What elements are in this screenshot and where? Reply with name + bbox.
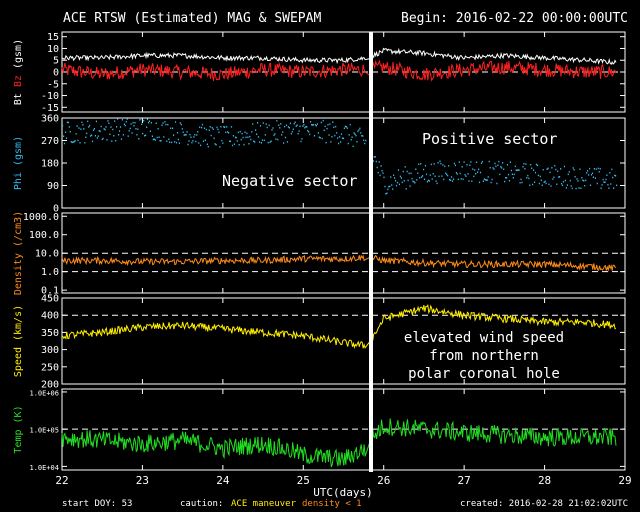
density-ytick-label: 100.0 bbox=[29, 230, 59, 241]
caution-label: caution: bbox=[180, 499, 223, 509]
phi-ytick-label: 270 bbox=[41, 136, 59, 147]
begin-time: Begin: 2016-02-22 00:00:00UTC bbox=[401, 11, 628, 26]
panel-temp: 1.0E+06 1.0E+05 1.0E+04 Temp (K) bbox=[13, 388, 626, 472]
speed-annotation-line3: polar coronal hole bbox=[408, 366, 560, 382]
density-series-line bbox=[61, 254, 617, 272]
mag-ytick-label: -5 bbox=[47, 79, 59, 90]
positive-sector-label: Positive sector bbox=[422, 130, 557, 148]
caution-maneuver: ACE maneuver bbox=[231, 499, 297, 509]
phi-ytick-label: 360 bbox=[41, 114, 59, 125]
mag-ytick-label: 0 bbox=[53, 68, 59, 79]
panel-density: 1000.0 100.0 10.0 1.0 0.1 Density (/cm3) bbox=[13, 211, 626, 297]
mag-ylabel-part: (gsm) bbox=[13, 39, 24, 69]
density-ytick-label: 10.0 bbox=[35, 249, 59, 260]
start-doy: start DOY: 53 bbox=[62, 499, 132, 509]
mag-ytick-label: 5 bbox=[53, 56, 59, 67]
created-time: created: 2016-02-28 21:02:02UTC bbox=[460, 499, 628, 509]
temp-ytick-label: 1.0E+06 bbox=[29, 389, 59, 397]
speed-series-line bbox=[61, 304, 617, 350]
x-tick-label: 26 bbox=[377, 474, 390, 487]
speed-frame bbox=[61, 297, 626, 385]
mag-ylabel-part: Bt bbox=[13, 87, 24, 105]
panel-phi: 360 270 180 90 0 Phi (gsm) bbox=[13, 114, 626, 215]
speed-ytick-label: 250 bbox=[41, 362, 59, 373]
mag-ytick-label: -15 bbox=[41, 103, 59, 114]
x-tick-label: 25 bbox=[297, 474, 310, 487]
bz-series-line bbox=[61, 59, 617, 82]
phi-ytick-label: 180 bbox=[41, 159, 59, 170]
mag-ylabel: Bt Bz (gsm) bbox=[13, 39, 24, 105]
speed-annotation-line1: elevated wind speed bbox=[404, 330, 564, 346]
x-axis-label: UTC(days) bbox=[313, 486, 373, 499]
mag-ytick-label: 10 bbox=[47, 44, 59, 55]
caution-density: density < 1 bbox=[302, 499, 362, 509]
density-ytick-label: 0.1 bbox=[41, 286, 59, 297]
panel-speed: 450 400 350 300 250 200 Speed (km/s) bbox=[13, 294, 626, 391]
speed-annotation-line2: from northern bbox=[429, 348, 539, 364]
phi-ytick-label: 90 bbox=[47, 181, 59, 192]
x-axis: 22 23 24 25 26 27 28 29 UTC(days) bbox=[55, 474, 631, 499]
x-tick-label: 29 bbox=[618, 474, 631, 487]
mag-ylabel-part: Bz bbox=[13, 69, 24, 87]
negative-sector-label: Negative sector bbox=[222, 172, 357, 190]
speed-ytick-label: 350 bbox=[41, 328, 59, 339]
mag-ytick-label: 15 bbox=[47, 32, 59, 43]
phi-ylabel: Phi (gsm) bbox=[13, 136, 24, 190]
x-tick-label: 22 bbox=[55, 474, 68, 487]
x-tick-label: 28 bbox=[538, 474, 551, 487]
temp-ylabel: Temp (K) bbox=[13, 405, 24, 453]
density-ytick-label: 1000.0 bbox=[23, 212, 59, 223]
speed-ytick-label: 300 bbox=[41, 345, 59, 356]
speed-ytick-label: 450 bbox=[41, 294, 59, 305]
x-tick-label: 24 bbox=[216, 474, 230, 487]
speed-ytick-label: 400 bbox=[41, 311, 59, 322]
density-ylabel: Density (/cm3) bbox=[13, 211, 24, 295]
temp-ytick-label: 1.0E+05 bbox=[29, 427, 59, 435]
temp-series-line bbox=[61, 418, 617, 468]
density-ytick-label: 1.0 bbox=[41, 267, 59, 278]
speed-ytick-label: 200 bbox=[41, 380, 59, 391]
x-tick-label: 23 bbox=[136, 474, 149, 487]
speed-ylabel: Speed (km/s) bbox=[13, 305, 24, 377]
phi-ytick-label: 0 bbox=[53, 204, 59, 215]
temp-ytick-label: 1.0E+04 bbox=[29, 464, 59, 472]
plot-title: ACE RTSW (Estimated) MAG & SWEPAM bbox=[63, 11, 321, 26]
x-tick-label: 27 bbox=[458, 474, 471, 487]
bt-series-line bbox=[61, 47, 617, 65]
mag-ytick-label: -10 bbox=[41, 91, 59, 102]
